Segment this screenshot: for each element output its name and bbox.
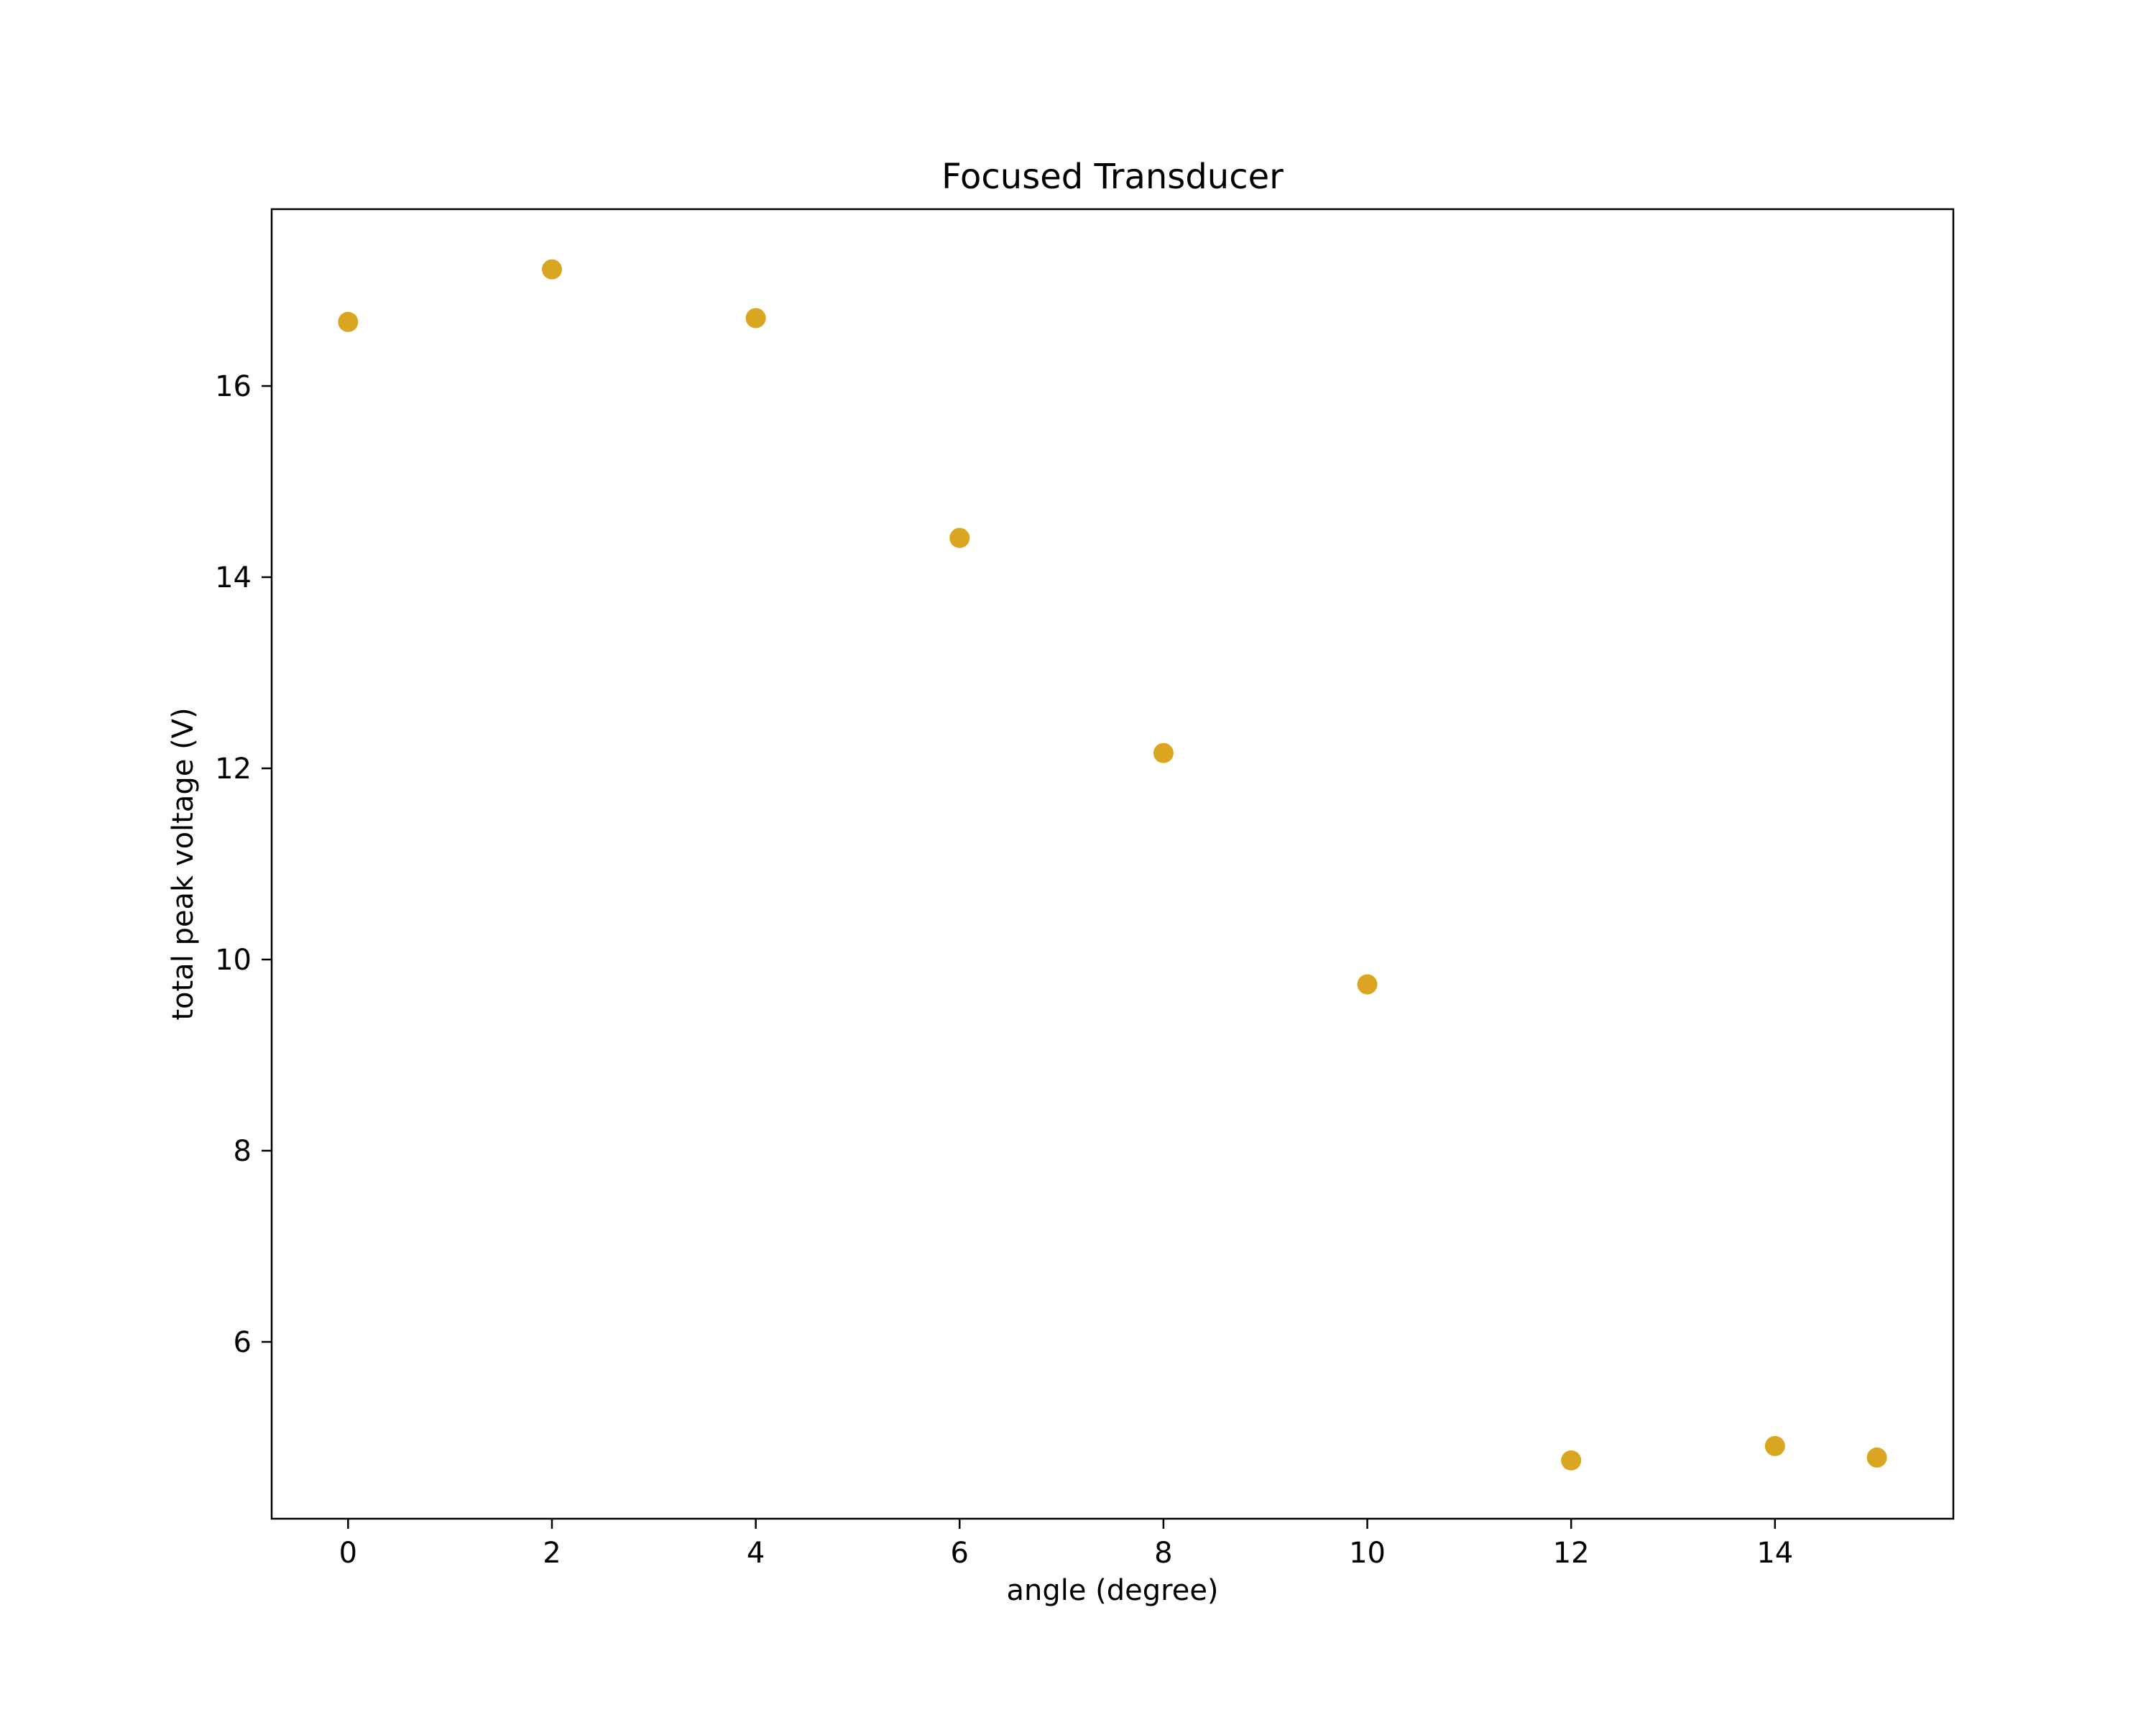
x-tick-label: 6	[951, 1537, 969, 1570]
data-point	[542, 259, 562, 280]
y-tick-label: 12	[215, 753, 252, 786]
data-point	[338, 311, 359, 332]
y-tick-label: 16	[215, 370, 252, 403]
data-points	[338, 259, 1887, 1471]
y-tick-label: 14	[215, 561, 252, 594]
x-tick-label: 12	[1553, 1537, 1590, 1570]
data-point	[949, 528, 970, 548]
x-tick-label: 2	[543, 1537, 561, 1570]
x-tick-label: 14	[1756, 1537, 1793, 1570]
data-point	[1764, 1435, 1785, 1456]
y-tick-label: 6	[234, 1326, 252, 1359]
x-tick-label: 4	[747, 1537, 765, 1570]
plot-frame	[270, 208, 1955, 1520]
x-tick-label: 8	[1154, 1537, 1172, 1570]
data-point	[745, 308, 766, 328]
x-tick-label: 0	[339, 1537, 357, 1570]
data-point	[1357, 974, 1378, 995]
y-tick-label: 8	[234, 1135, 252, 1168]
data-point	[1561, 1450, 1582, 1471]
data-point	[1153, 742, 1174, 763]
x-axis-ticks: 0 2 4 6 8 10 12 14	[339, 1519, 1793, 1570]
x-tick-label: 10	[1349, 1537, 1386, 1570]
y-axis-label: total peak voltage (V)	[167, 707, 200, 1020]
chart-title: Focused Transducer	[941, 157, 1284, 197]
y-tick-label: 10	[215, 944, 252, 977]
data-point	[1866, 1447, 1887, 1468]
y-axis-ticks: 6 8 10 12 14 16	[215, 370, 272, 1359]
x-axis-label: angle (degree)	[1006, 1574, 1218, 1607]
